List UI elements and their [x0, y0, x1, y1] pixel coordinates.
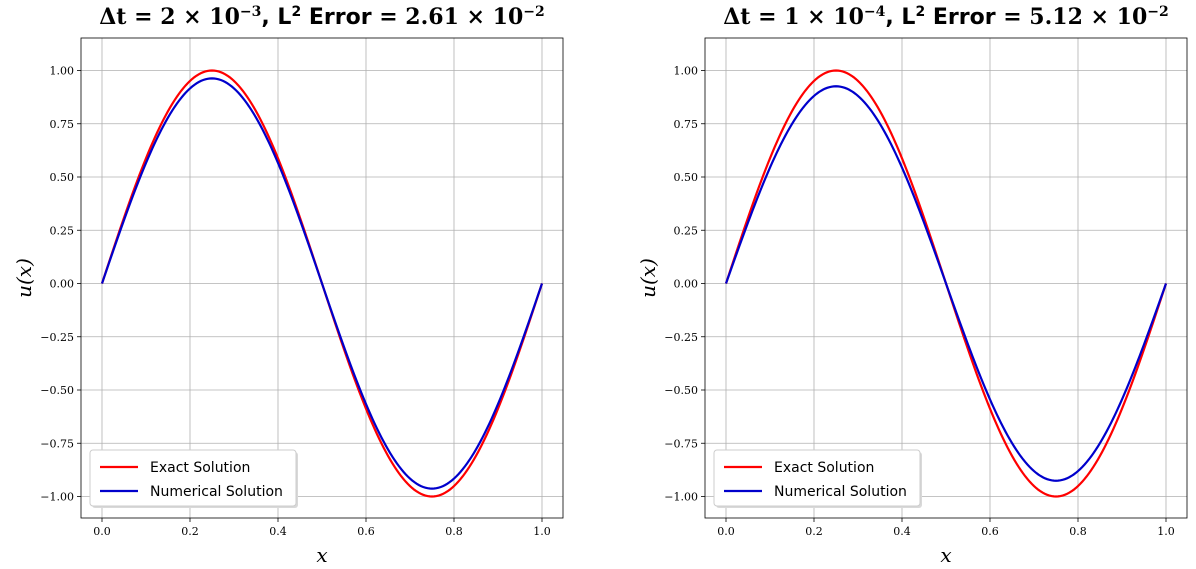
x-tick-label: 0.6 — [981, 525, 999, 538]
legend-label: Exact Solution — [774, 460, 874, 476]
legend-label: Exact Solution — [150, 460, 250, 476]
y-tick-label: 0.50 — [50, 171, 75, 184]
y-tick-label: 0.75 — [674, 118, 699, 131]
x-tick-label: 1.0 — [533, 525, 551, 538]
chart-title: Δt = 2 × 10−3, L2 Error = 2.61 × 10−2 — [99, 4, 545, 30]
y-tick-label: −0.50 — [664, 384, 698, 397]
y-tick-label: 0.75 — [50, 118, 75, 131]
legend: Exact Solution Numerical Solution — [89, 449, 298, 508]
x-tick-label: 0.8 — [1069, 525, 1087, 538]
legend-label: Numerical Solution — [774, 484, 907, 500]
y-tick-label: 1.00 — [50, 65, 75, 78]
x-tick-label: 0.2 — [805, 525, 823, 538]
x-axis-label: x — [316, 543, 327, 567]
y-tick-label: −0.75 — [664, 437, 698, 450]
x-tick-label: 1.0 — [1157, 525, 1175, 538]
y-axis-label: u(x) — [12, 258, 36, 298]
y-axis-label: u(x) — [636, 258, 660, 298]
x-tick-label: 0.6 — [357, 525, 375, 538]
y-tick-label: 0.25 — [674, 224, 699, 237]
legend: Exact Solution Numerical Solution — [713, 449, 922, 508]
legend-box — [713, 449, 921, 507]
y-tick-label: 0.25 — [50, 224, 75, 237]
chart-title: Δt = 1 × 10−4, L2 Error = 5.12 × 10−2 — [723, 4, 1169, 30]
y-tick-label: −1.00 — [40, 491, 74, 504]
y-tick-label: 0.00 — [50, 278, 75, 291]
x-tick-label: 0.4 — [269, 525, 287, 538]
x-tick-label: 0.0 — [93, 525, 111, 538]
x-tick-label: 0.0 — [717, 525, 735, 538]
series-line-numerical — [724, 85, 1168, 482]
plot-frame — [80, 37, 564, 519]
y-tick-label: −1.00 — [664, 491, 698, 504]
plot-frame — [704, 37, 1188, 519]
legend-label: Numerical Solution — [150, 484, 283, 500]
chart-panel-1: 0.0 0.2 0.4 0.6 0.8 1.0 1.00 0.75 0.50 0.25 0.00 −0… — [12, 4, 564, 567]
x-tick-label: 0.4 — [893, 525, 911, 538]
x-tick-label: 0.8 — [445, 525, 463, 538]
y-tick-label: −0.75 — [40, 437, 74, 450]
y-tick-label: −0.25 — [664, 331, 698, 344]
series-line-numerical — [100, 77, 544, 490]
y-tick-label: 0.50 — [674, 171, 699, 184]
x-tick-label: 0.2 — [181, 525, 199, 538]
x-axis-label: x — [940, 543, 951, 567]
y-tick-label: 1.00 — [674, 65, 699, 78]
chart-panel-2: 0.0 0.2 0.4 0.6 0.8 1.0 1.00 0.75 0.50 0.25 0.00 −0… — [636, 4, 1188, 567]
y-tick-label: −0.50 — [40, 384, 74, 397]
y-tick-label: 0.00 — [674, 278, 699, 291]
y-tick-label: −0.25 — [40, 331, 74, 344]
legend-box — [89, 449, 297, 507]
